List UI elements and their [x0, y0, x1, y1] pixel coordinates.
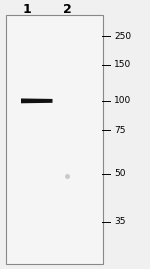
Text: 1: 1 [23, 3, 31, 16]
Text: 150: 150 [114, 60, 131, 69]
Text: 35: 35 [114, 217, 126, 226]
Text: 100: 100 [114, 96, 131, 105]
Bar [6, 15, 103, 264]
Text: 50: 50 [114, 169, 126, 178]
Text: 2: 2 [63, 3, 72, 16]
Text: 250: 250 [114, 32, 131, 41]
Polygon shape [21, 98, 52, 103]
Text: 75: 75 [114, 126, 126, 135]
